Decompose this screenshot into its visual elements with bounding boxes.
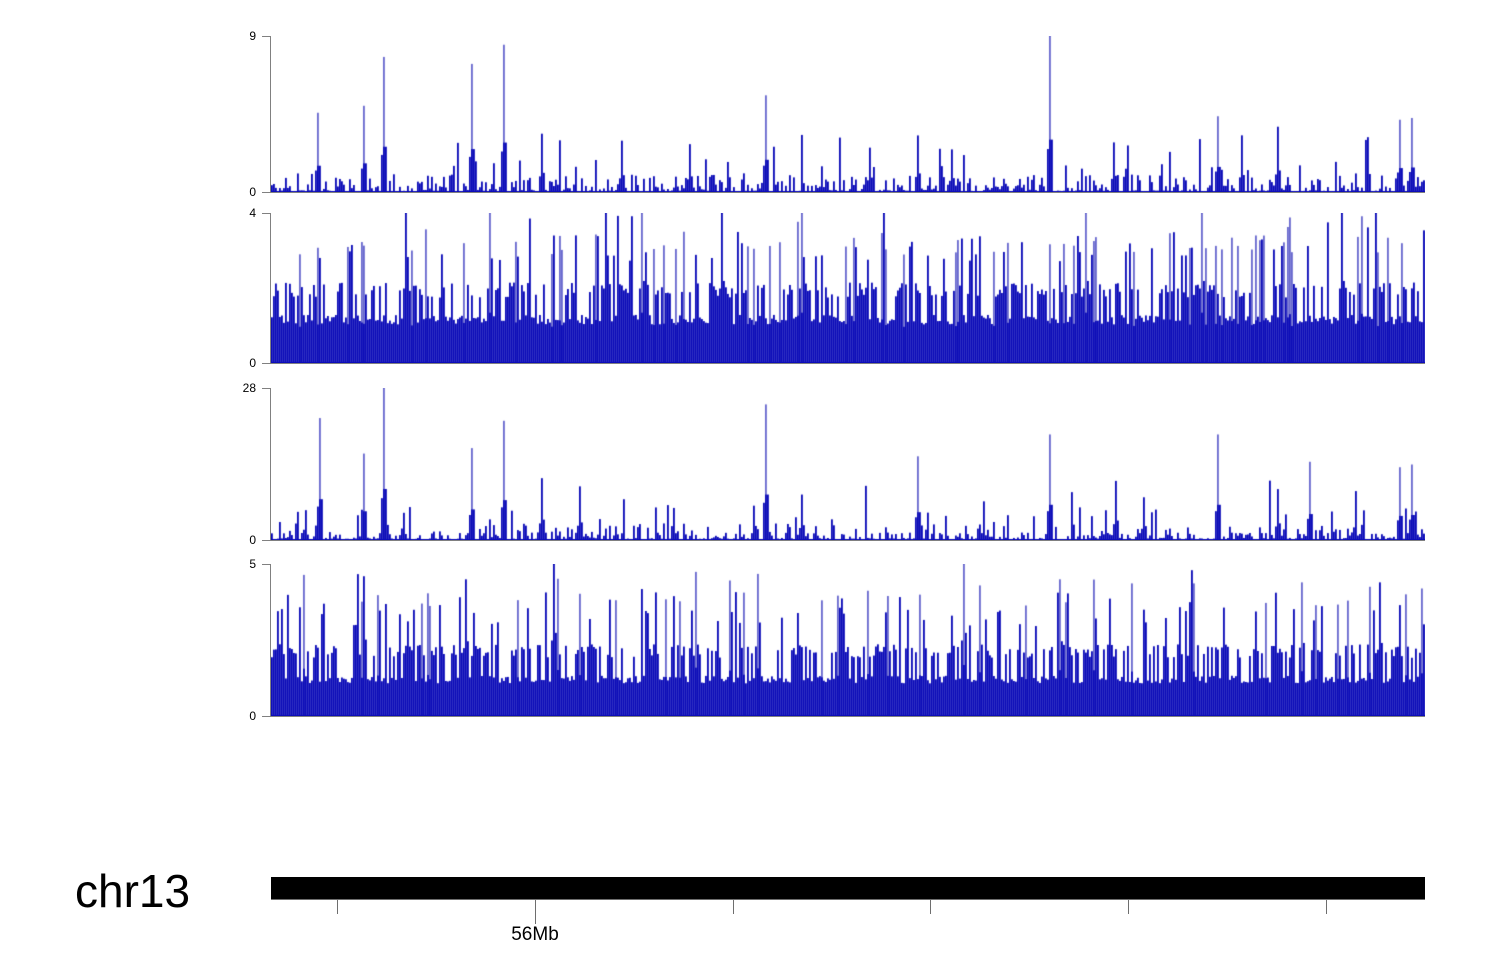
coverage-canvas-2 bbox=[271, 388, 1425, 541]
y-axis-label-min-1: 0 bbox=[249, 356, 256, 370]
coverage-plot-2[interactable] bbox=[271, 388, 1425, 541]
ruler-tick bbox=[930, 899, 931, 914]
y-axis-line-0 bbox=[270, 36, 271, 193]
ruler-tick-label: 56Mb bbox=[511, 924, 559, 945]
coverage-canvas-3 bbox=[271, 564, 1425, 717]
y-axis-tick-min-2 bbox=[262, 540, 271, 541]
y-axis-tick-min-3 bbox=[262, 716, 271, 717]
ruler-tick bbox=[535, 899, 536, 924]
baseline-0 bbox=[271, 192, 1425, 193]
y-axis-label-max-0: 9 bbox=[249, 29, 256, 43]
y-axis-line-2 bbox=[270, 388, 271, 541]
coverage-plot-0[interactable] bbox=[271, 36, 1425, 193]
coverage-plot-3[interactable] bbox=[271, 564, 1425, 717]
y-axis-tick-min-1 bbox=[262, 363, 271, 364]
coverage-plot-1[interactable] bbox=[271, 213, 1425, 364]
baseline-3 bbox=[271, 716, 1425, 717]
ruler-tick bbox=[337, 899, 338, 914]
ruler-tick bbox=[733, 899, 734, 914]
y-axis-label-min-2: 0 bbox=[249, 533, 256, 547]
y-axis-tick-max-1 bbox=[262, 213, 271, 214]
y-axis-label-max-3: 5 bbox=[249, 557, 256, 571]
coverage-canvas-0 bbox=[271, 36, 1425, 193]
baseline-1 bbox=[271, 363, 1425, 364]
y-axis-tick-max-3 bbox=[262, 564, 271, 565]
chromosome-ideogram-bar[interactable] bbox=[271, 877, 1425, 900]
y-axis-tick-max-2 bbox=[262, 388, 271, 389]
y-axis-label-max-2: 28 bbox=[242, 381, 256, 395]
y-axis-label-min-3: 0 bbox=[249, 709, 256, 723]
baseline-2 bbox=[271, 540, 1425, 541]
y-axis-line-1 bbox=[270, 213, 271, 364]
ruler-tick bbox=[1326, 899, 1327, 914]
y-axis-label-max-1: 4 bbox=[249, 206, 256, 220]
chromosome-label: chr13 bbox=[75, 865, 191, 917]
y-axis-line-3 bbox=[270, 564, 271, 717]
ruler-tick bbox=[1128, 899, 1129, 914]
y-axis-tick-max-0 bbox=[262, 36, 271, 37]
y-axis-label-min-0: 0 bbox=[249, 185, 256, 199]
y-axis-tick-min-0 bbox=[262, 192, 271, 193]
coverage-canvas-1 bbox=[271, 213, 1425, 364]
